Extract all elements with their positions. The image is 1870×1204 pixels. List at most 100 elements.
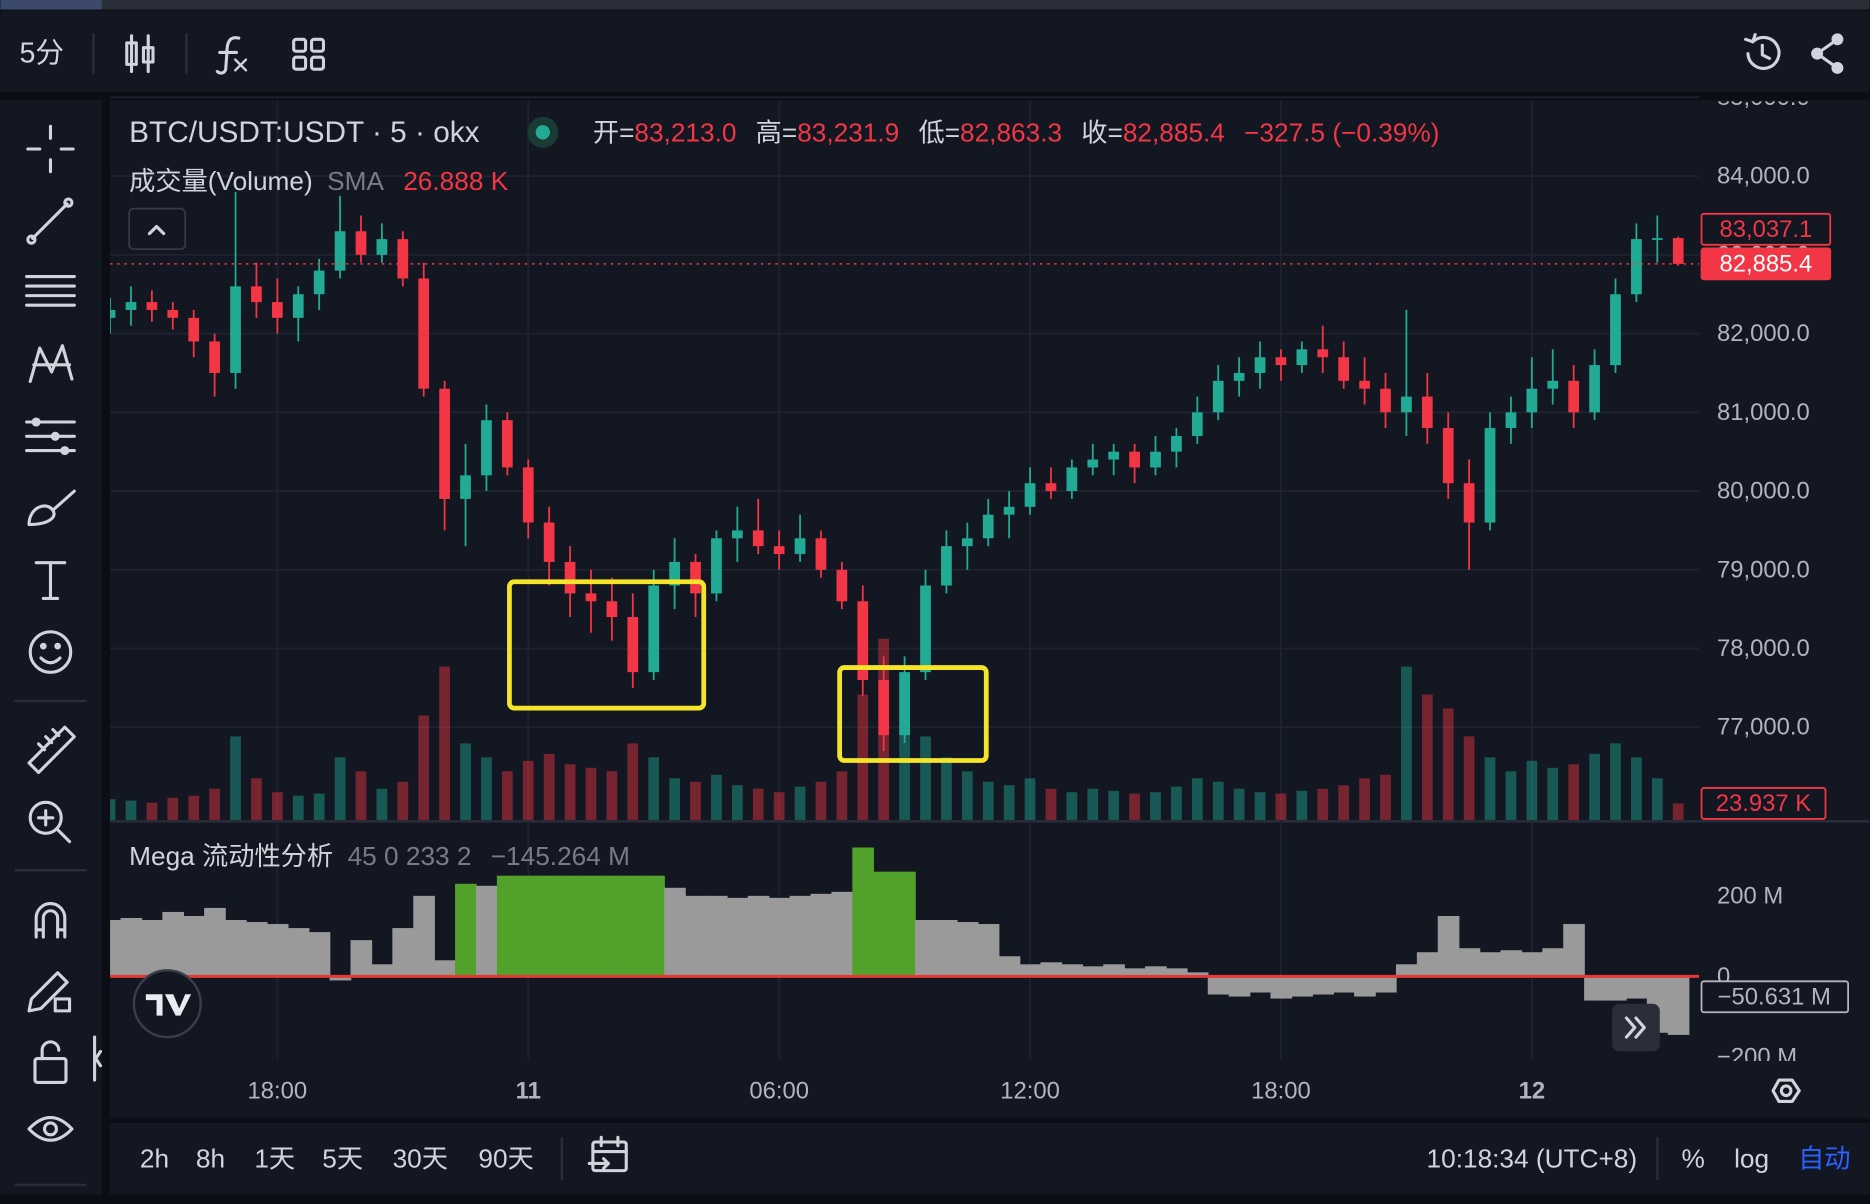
volume-bar bbox=[209, 788, 220, 821]
mega-bar bbox=[1500, 950, 1523, 977]
mega-bar bbox=[434, 960, 456, 977]
mega-layer bbox=[110, 847, 1700, 1035]
logo-badge[interactable] bbox=[132, 969, 202, 1039]
mega-bar bbox=[413, 895, 435, 977]
mega-bar bbox=[1354, 976, 1376, 997]
volume-bar bbox=[397, 781, 409, 821]
volume-bar bbox=[1254, 792, 1266, 821]
y-tick-label: 80,000.0 bbox=[1717, 478, 1810, 505]
mega-bar bbox=[455, 883, 477, 977]
volume-bar bbox=[355, 771, 367, 821]
log-toggle[interactable]: log bbox=[1734, 1144, 1769, 1174]
top-strip bbox=[0, 0, 1870, 10]
ohlc-label: 高= bbox=[756, 117, 798, 147]
mega-bar bbox=[1563, 924, 1585, 977]
volume-bar bbox=[731, 785, 743, 821]
pattern-tool[interactable] bbox=[28, 344, 74, 384]
volume-bar bbox=[1275, 793, 1287, 821]
zoom-tool[interactable] bbox=[28, 800, 72, 844]
candle-body bbox=[1380, 388, 1391, 413]
mega-bar bbox=[1145, 966, 1167, 977]
price-label-box bbox=[1700, 212, 1832, 246]
mega-bar bbox=[1584, 976, 1606, 1001]
volume-bar bbox=[961, 771, 973, 821]
mega-bar bbox=[141, 920, 164, 977]
mega-bar bbox=[496, 875, 519, 977]
range-button[interactable]: 8h bbox=[196, 1144, 225, 1174]
lock-tool[interactable] bbox=[33, 1040, 68, 1084]
volume-bar bbox=[1421, 694, 1433, 821]
status-dot bbox=[535, 125, 550, 140]
percent-toggle[interactable]: % bbox=[1681, 1144, 1704, 1174]
range-button[interactable]: 2h bbox=[140, 1144, 169, 1174]
interval-button[interactable]: 5分 bbox=[19, 38, 64, 70]
candle-body bbox=[1547, 380, 1559, 389]
candle-body bbox=[397, 239, 409, 279]
range-button[interactable]: 90天 bbox=[478, 1144, 533, 1174]
volume-bar bbox=[1317, 788, 1329, 821]
candle-body bbox=[1505, 412, 1517, 429]
share-button[interactable] bbox=[1811, 33, 1844, 74]
brush-tool[interactable] bbox=[27, 489, 76, 527]
candle-body bbox=[669, 561, 680, 586]
candle-body bbox=[857, 601, 869, 681]
visibility-tool[interactable] bbox=[27, 1116, 74, 1142]
range-button[interactable]: 1天 bbox=[254, 1144, 295, 1174]
fib-tool[interactable] bbox=[25, 275, 76, 307]
mega-bar bbox=[1040, 962, 1063, 977]
volume-bar bbox=[1150, 792, 1161, 821]
volume-bar bbox=[982, 781, 994, 821]
highlight-box[interactable] bbox=[837, 665, 989, 763]
volume-bar bbox=[857, 694, 869, 821]
mega-bar bbox=[1625, 976, 1648, 999]
trendline-tool[interactable] bbox=[26, 197, 74, 245]
replay-button[interactable] bbox=[1744, 33, 1781, 70]
mega-bar bbox=[559, 875, 582, 977]
mega-bar bbox=[1479, 952, 1502, 977]
range-button[interactable]: 5天 bbox=[322, 1144, 363, 1174]
crosshair-tool[interactable] bbox=[26, 124, 75, 174]
candle-body bbox=[1651, 238, 1663, 240]
volume-bar bbox=[1066, 792, 1078, 821]
indicators-button[interactable] bbox=[215, 36, 248, 75]
chart-type-button[interactable] bbox=[125, 34, 155, 74]
lock-drawing-tool[interactable] bbox=[27, 971, 72, 1013]
magnet-tool[interactable] bbox=[34, 902, 67, 939]
auto-toggle[interactable]: 自动 bbox=[1798, 1144, 1850, 1174]
emoji-tool[interactable] bbox=[28, 630, 73, 674]
volume-bar bbox=[125, 800, 137, 821]
layout-button[interactable] bbox=[292, 37, 326, 71]
volume-bar bbox=[1024, 778, 1036, 821]
mega-bar bbox=[1458, 948, 1481, 977]
candle-body bbox=[690, 561, 701, 594]
collapse-toolbar[interactable] bbox=[93, 1035, 103, 1082]
projection-tool[interactable] bbox=[25, 417, 76, 456]
volume-bar bbox=[1484, 757, 1496, 821]
range-button[interactable]: 30天 bbox=[393, 1144, 448, 1174]
x-tick-label: 12:00 bbox=[1000, 1077, 1060, 1104]
top-strip-tab bbox=[0, 0, 102, 10]
x-tick-label: 06:00 bbox=[749, 1077, 809, 1104]
volume-bar bbox=[1610, 743, 1621, 821]
candle-body bbox=[1275, 357, 1287, 366]
mega-current: −145.264 M bbox=[491, 841, 630, 871]
mega-bar bbox=[1061, 964, 1084, 977]
mega-marker-box bbox=[1700, 980, 1850, 1014]
y-tick-label: 79,000.0 bbox=[1717, 556, 1810, 583]
candle-body bbox=[271, 302, 283, 318]
highlight-box[interactable] bbox=[507, 579, 707, 711]
mega-bar bbox=[1249, 976, 1272, 993]
volume-bar bbox=[920, 736, 931, 821]
candle-body bbox=[251, 286, 262, 303]
volume-bar bbox=[1003, 785, 1015, 821]
ruler-tool[interactable] bbox=[27, 725, 76, 775]
settings-button[interactable] bbox=[1771, 1078, 1801, 1104]
text-tool[interactable] bbox=[34, 561, 67, 600]
volume-bar bbox=[1651, 778, 1663, 821]
mega-bar bbox=[162, 911, 184, 977]
volume-bar bbox=[1233, 788, 1245, 821]
bottom-bar bbox=[110, 1122, 1870, 1195]
goto-date-button[interactable] bbox=[587, 1135, 628, 1173]
candle-body bbox=[731, 530, 743, 539]
volume-bar bbox=[752, 788, 764, 821]
